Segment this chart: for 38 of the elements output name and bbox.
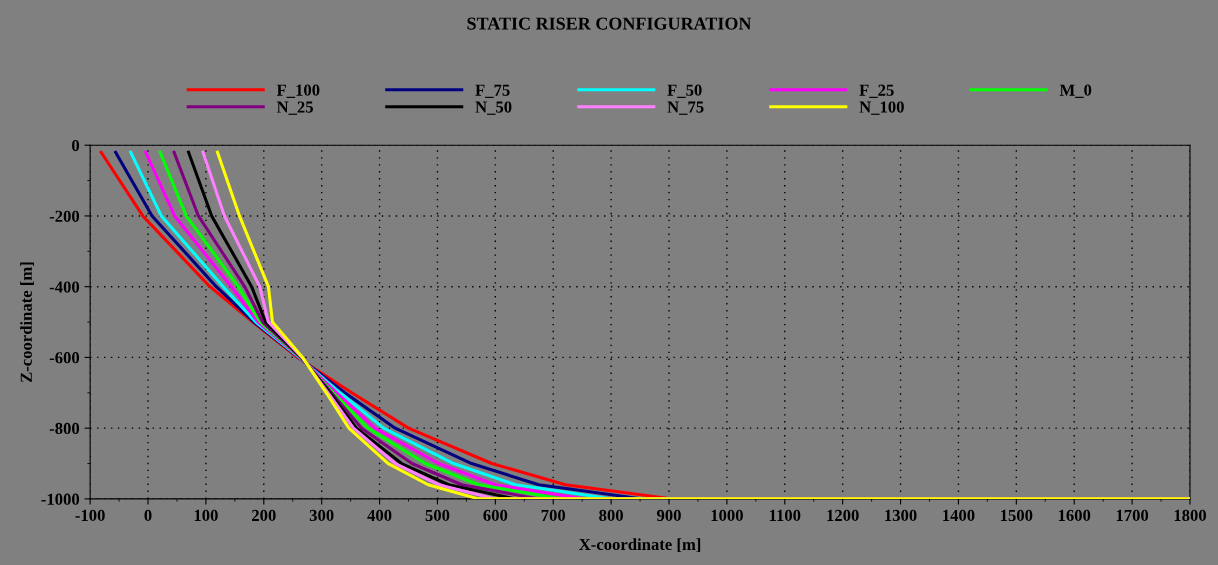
x-tick-label: 100 [194, 509, 218, 522]
x-tick-label: 1600 [1058, 509, 1091, 522]
x-tick-label: 800 [599, 509, 623, 522]
x-tick-label: 1700 [1116, 509, 1149, 522]
y-tick-label: 0 [72, 139, 80, 152]
x-tick-label: 1500 [1000, 509, 1033, 522]
x-tick-label: 1200 [827, 509, 859, 522]
legend-label: F_50 [667, 84, 702, 98]
x-tick-label: 900 [656, 509, 681, 522]
x-tick-label: 0 [144, 509, 152, 522]
legend-label: N_100 [859, 101, 904, 115]
y-tick-label: -1000 [41, 493, 80, 505]
x-tick-label: 1300 [885, 509, 917, 522]
legend-label: F_75 [475, 84, 510, 98]
x-tick-label: 1100 [769, 509, 801, 522]
chart-title: STATIC RISER CONFIGURATION [467, 17, 752, 30]
x-tick-label: 400 [367, 509, 392, 522]
y-axis-title: Z-coordinate [m] [20, 262, 34, 383]
y-tick-label: -600 [49, 352, 80, 364]
legend-label: N_75 [667, 101, 704, 115]
x-tick-label: 1400 [943, 509, 975, 522]
x-tick-label: -100 [75, 509, 105, 522]
x-tick-label: 300 [309, 509, 334, 522]
x-axis-title: X-coordinate [m] [579, 538, 701, 553]
y-tick-label: -200 [49, 210, 80, 222]
legend-label: F_100 [276, 84, 320, 98]
x-tick-label: 200 [251, 509, 276, 522]
x-tick-label: 1800 [1174, 509, 1207, 522]
y-tick-label: -400 [49, 281, 80, 293]
legend-label: F_25 [859, 84, 894, 98]
x-tick-label: 700 [541, 509, 566, 522]
legend-label: N_50 [475, 101, 512, 115]
y-tick-label: -800 [49, 422, 80, 435]
legend-label: N_25 [276, 101, 313, 115]
legend-label: M_0 [1059, 84, 1092, 98]
x-tick-label: 600 [483, 509, 508, 522]
x-tick-label: 500 [425, 509, 450, 522]
x-tick-label: 1000 [711, 509, 743, 522]
